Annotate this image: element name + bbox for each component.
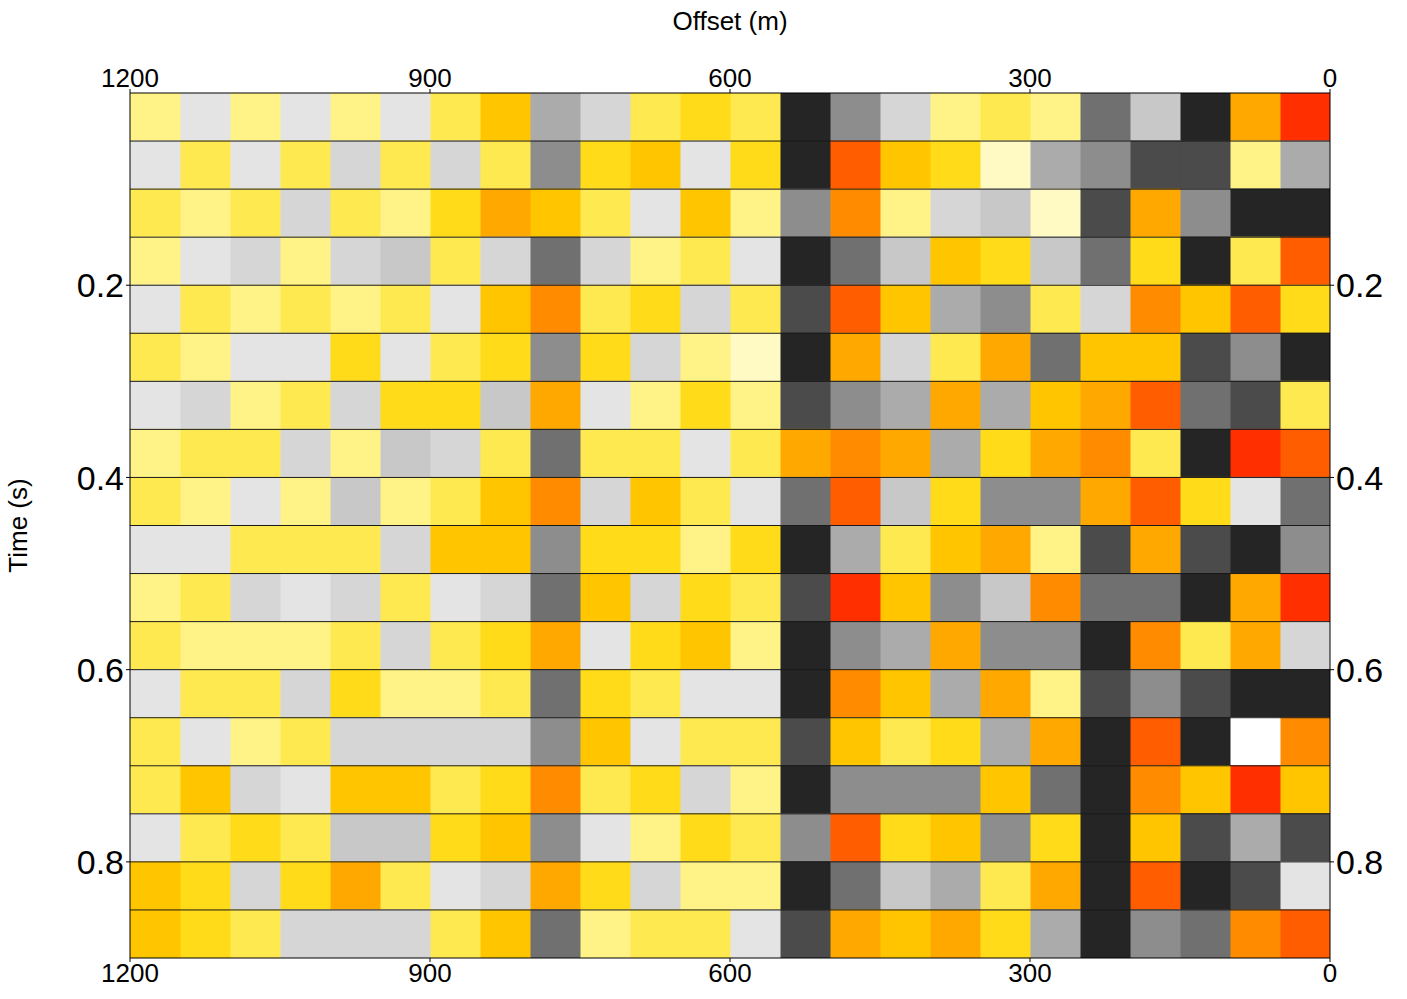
svg-text:Offset (m): Offset (m): [672, 6, 787, 36]
svg-text:1200: 1200: [101, 958, 159, 988]
svg-text:600: 600: [708, 958, 751, 988]
svg-text:1200: 1200: [101, 63, 159, 93]
svg-text:0.8: 0.8: [1336, 843, 1383, 881]
svg-text:300: 300: [1008, 958, 1051, 988]
svg-text:0: 0: [1323, 63, 1337, 93]
svg-text:300: 300: [1008, 63, 1051, 93]
svg-text:0.6: 0.6: [1336, 651, 1383, 689]
svg-text:900: 900: [408, 63, 451, 93]
svg-text:0.4: 0.4: [77, 459, 124, 497]
svg-text:0.2: 0.2: [1336, 266, 1383, 304]
svg-text:Time (s): Time (s): [3, 478, 33, 572]
svg-text:900: 900: [408, 958, 451, 988]
svg-text:0.2: 0.2: [77, 266, 124, 304]
svg-text:0.4: 0.4: [1336, 459, 1383, 497]
svg-text:600: 600: [708, 63, 751, 93]
svg-text:0.6: 0.6: [77, 651, 124, 689]
svg-text:0.8: 0.8: [77, 843, 124, 881]
svg-text:0: 0: [1323, 958, 1337, 988]
